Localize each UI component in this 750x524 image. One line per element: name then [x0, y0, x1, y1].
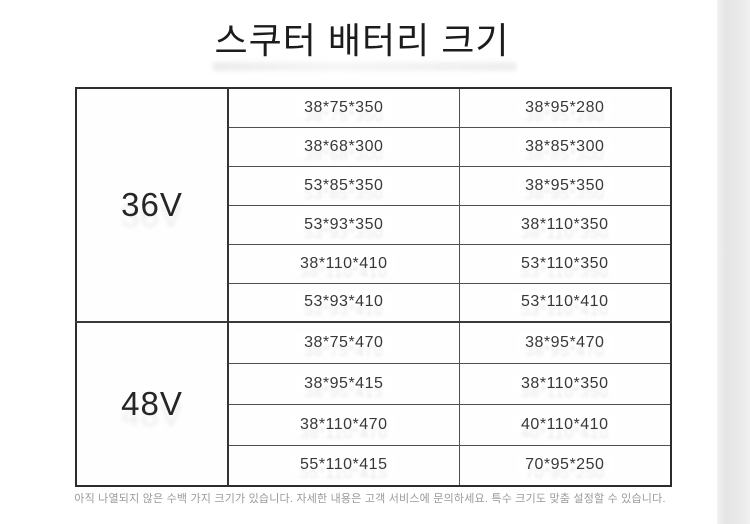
- battery-size-value: 53*110*350: [513, 253, 617, 274]
- size-cell: 38*85*300: [458, 126, 672, 167]
- table-row: 38*110*410 53*110*350: [76, 243, 672, 284]
- battery-size-value: 53*110*410: [513, 292, 617, 313]
- right-edge-shadow: [717, 0, 750, 524]
- size-cell: 38*95*470: [458, 321, 672, 364]
- battery-size-value: 70*95*250: [517, 455, 613, 476]
- size-cell: 38*75*350: [227, 87, 460, 128]
- size-cell: 38*110*350: [458, 204, 672, 245]
- voltage-cell-48v: 48V: [75, 321, 229, 487]
- size-cell: 38*95*350: [458, 165, 672, 206]
- table-row: 38*110*470 40*110*410: [76, 403, 672, 446]
- battery-size-value: 38*95*470: [517, 332, 613, 353]
- size-cell: 53*93*350: [227, 204, 460, 245]
- battery-size-value: 38*85*300: [517, 136, 613, 157]
- size-cell: 38*95*280: [458, 87, 672, 128]
- table-row: 36V 38*75*350 38*95*280: [75, 87, 672, 323]
- size-cell: 53*85*350: [227, 165, 460, 206]
- table-row: 53*85*350 38*95*350: [76, 165, 672, 206]
- table-row: 38*95*415 38*110*350: [76, 362, 672, 405]
- battery-size-value: 40*110*410: [513, 414, 617, 435]
- title-ghost-artifact: [212, 62, 517, 71]
- page-title: 스쿠터 배터리 크기: [214, 20, 510, 61]
- size-cell: 53*110*350: [458, 243, 672, 284]
- size-cell: 53*93*410: [227, 282, 460, 323]
- footer-note: 아직 나열되지 않은 수백 가지 크기가 있습니다. 자세한 내용은 고객 서비…: [74, 493, 666, 505]
- battery-size-value: 38*95*350: [517, 175, 613, 196]
- size-cell: 38*75*470: [227, 321, 460, 364]
- battery-size-value: 53*93*350: [296, 214, 392, 235]
- table-row: 38*68*300 38*85*300: [76, 126, 672, 167]
- size-cell: 38*110*470: [227, 403, 460, 446]
- battery-size-value: 38*110*350: [513, 214, 617, 235]
- battery-size-value: 53*93*410: [296, 292, 392, 313]
- battery-size-value: 38*75*350: [296, 97, 392, 118]
- battery-size-table: 36V 38*75*350 38*95*280 38*68*300 38*85*…: [75, 87, 672, 487]
- size-cell: 38*68*300: [227, 126, 460, 167]
- battery-size-value: 55*110*415: [292, 455, 396, 476]
- battery-size-value: 38*75*470: [296, 332, 392, 353]
- battery-size-value: 38*110*470: [292, 414, 396, 435]
- size-cell: 40*110*410: [458, 403, 672, 446]
- table-row: 55*110*415 70*95*250: [76, 444, 672, 487]
- battery-size-value: 38*68*300: [296, 136, 392, 157]
- size-cell: 55*110*415: [227, 444, 460, 487]
- size-cell: 70*95*250: [458, 444, 672, 487]
- size-cell: 38*110*350: [458, 362, 672, 405]
- table-row: 48V 38*75*470 38*95*470: [75, 321, 672, 487]
- table-row: 53*93*410 53*110*410: [76, 282, 672, 323]
- table-row: 53*93*350 38*110*350: [76, 204, 672, 245]
- size-cell: 53*110*410: [458, 282, 672, 323]
- battery-size-value: 53*85*350: [296, 175, 392, 196]
- size-cell: 38*110*410: [227, 243, 460, 284]
- battery-size-value: 38*110*350: [513, 373, 617, 394]
- size-cell: 38*95*415: [227, 362, 460, 405]
- battery-size-value: 38*110*410: [292, 253, 396, 274]
- battery-size-value: 38*95*415: [296, 373, 392, 394]
- battery-size-value: 38*95*280: [517, 97, 613, 118]
- voltage-cell-36v: 36V: [75, 87, 229, 323]
